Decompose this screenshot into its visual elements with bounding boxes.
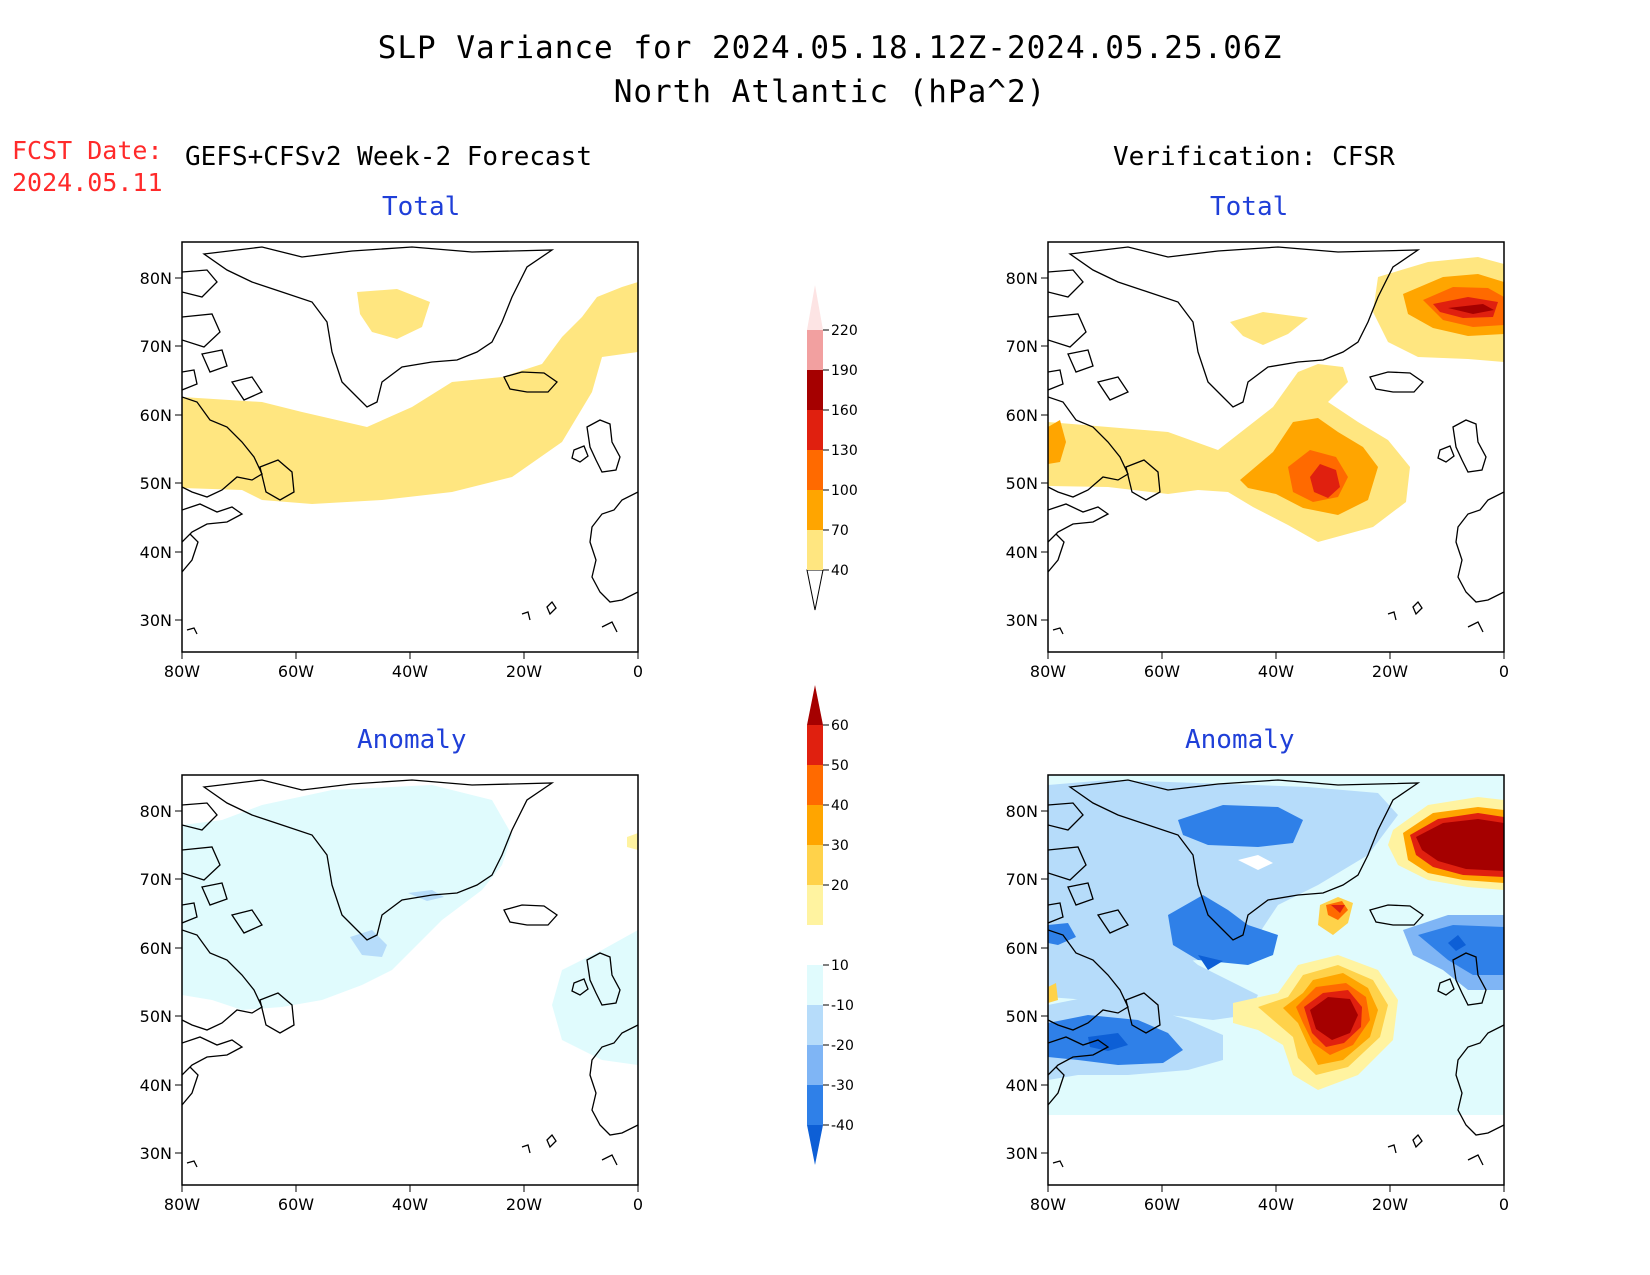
lon-tick-label: 0 (633, 1195, 643, 1214)
lon-tick-label: 40W (1258, 662, 1294, 681)
lat-tick-label: 40N (140, 1076, 172, 1095)
lat-tick-label: 40N (140, 543, 172, 562)
colorbar-total-low-cap (806, 569, 824, 611)
colorbar-anomaly-swatch (807, 845, 823, 885)
colorbar-total-swatch (807, 530, 823, 570)
forecast-column-title: GEFS+CFSv2 Week-2 Forecast (185, 142, 592, 172)
colorbar-anomaly-swatch (807, 805, 823, 845)
lon-tick-label: 80W (1030, 1195, 1066, 1214)
colorbar-anomaly-label: -40 (831, 1118, 854, 1134)
fcst-date-label: FCST Date: (12, 136, 163, 165)
colorbar-anomaly-label: 50 (831, 758, 849, 774)
lon-tick-label: 80W (164, 1195, 200, 1214)
lat-tick-label: 50N (140, 1007, 172, 1026)
colorbar-total-label: 40 (831, 563, 849, 579)
lon-tick-label: 60W (1144, 1195, 1180, 1214)
panel-title-verification-total: Total (1210, 192, 1289, 222)
panel-title-forecast-total: Total (382, 192, 461, 222)
forecast-total-map (182, 246, 638, 635)
lat-tick-label: 80N (140, 269, 172, 288)
lat-tick-label: 30N (140, 611, 172, 630)
lon-tick-label: 40W (1258, 1195, 1294, 1214)
verification-total-map (1048, 246, 1504, 635)
panel-title-forecast-anomaly: Anomaly (357, 725, 467, 755)
lat-tick-label: 70N (1006, 870, 1038, 889)
lon-tick-label: 40W (392, 1195, 428, 1214)
lon-tick-label: 0 (1499, 1195, 1509, 1214)
lon-tick-label: 80W (1030, 662, 1066, 681)
forecast-anomaly-map (182, 779, 638, 1168)
colorbar-total: 40 70 100 130 160 190 220 (806, 285, 858, 611)
colorbar-total-swatch (807, 490, 823, 530)
colorbar-anomaly-swatch (807, 885, 823, 925)
colorbar-anomaly-swatch (807, 725, 823, 765)
main-title-line2: North Atlantic (hPa^2) (613, 74, 1047, 110)
colorbar-anomaly-swatch (807, 765, 823, 805)
colorbar-total-label: 130 (831, 443, 858, 459)
lat-tick-label: 50N (1006, 1007, 1038, 1026)
lat-tick-label: 80N (1006, 269, 1038, 288)
lat-tick-label: 40N (1006, 543, 1038, 562)
colorbar-anomaly-swatch (807, 925, 823, 965)
lon-tick-label: 0 (1499, 662, 1509, 681)
lat-tick-label: 70N (1006, 337, 1038, 356)
lat-tick-label: 30N (1006, 611, 1038, 630)
colorbar-total-swatch (807, 330, 823, 370)
colorbar-anomaly-label: 60 (831, 718, 849, 734)
colorbar-anomaly-label: 30 (831, 838, 849, 854)
axes-layer: 80N 70N 60N 50N 40N 30N 80W 60W 40W 20W 0 80N 70N 60N… (140, 269, 1509, 1214)
fcst-date-value: 2024.05.11 (12, 168, 163, 197)
verification-anomaly-map (1048, 775, 1504, 1168)
colorbar-anomaly-swatch (807, 1005, 823, 1045)
lon-tick-label: 20W (1372, 1195, 1408, 1214)
colorbar-total-swatch (807, 450, 823, 490)
lat-tick-label: 40N (1006, 1076, 1038, 1095)
lat-tick-label: 30N (1006, 1144, 1038, 1163)
lat-tick-label: 70N (140, 870, 172, 889)
lon-tick-label: 60W (1144, 662, 1180, 681)
lat-tick-label: 30N (140, 1144, 172, 1163)
lon-tick-label: 80W (164, 662, 200, 681)
colorbar-total-label: 220 (831, 323, 858, 339)
colorbar-total-label: 190 (831, 363, 858, 379)
lat-tick-label: 70N (140, 337, 172, 356)
lon-tick-label: 0 (633, 662, 643, 681)
colorbar-anomaly-label: 20 (831, 878, 849, 894)
lat-tick-label: 50N (1006, 474, 1038, 493)
colorbar-anomaly-label: 40 (831, 798, 849, 814)
panel-title-verification-anomaly: Anomaly (1185, 725, 1295, 755)
lon-tick-label: 20W (506, 1195, 542, 1214)
lat-tick-label: 50N (140, 474, 172, 493)
colorbar-total-high-cap (807, 285, 823, 330)
lon-tick-label: 40W (392, 662, 428, 681)
colorbar-anomaly-swatch (807, 1085, 823, 1125)
colorbar-total-label: 100 (831, 483, 858, 499)
lat-tick-label: 60N (140, 939, 172, 958)
colorbar-total-label: 70 (831, 523, 849, 539)
colorbar-total-swatch (807, 370, 823, 410)
colorbar-total-label: 160 (831, 403, 858, 419)
lat-tick-label: 60N (1006, 406, 1038, 425)
colorbar-anomaly-high-cap (807, 685, 823, 725)
colorbar-anomaly-label: 10 (831, 958, 849, 974)
colorbar-anomaly-swatch (807, 1045, 823, 1085)
colorbar-anomaly-label: -30 (831, 1078, 854, 1094)
colorbar-anomaly-label: -20 (831, 1038, 854, 1054)
main-title-line1: SLP Variance for 2024.05.18.12Z-2024.05.… (377, 30, 1283, 66)
verification-column-title: Verification: CFSR (1113, 142, 1395, 172)
lon-tick-label: 60W (278, 662, 314, 681)
lon-tick-label: 60W (278, 1195, 314, 1214)
colorbar-anomaly-swatch (807, 965, 823, 1005)
colorbar-total-swatch (807, 410, 823, 450)
lon-tick-label: 20W (506, 662, 542, 681)
lat-tick-label: 80N (140, 802, 172, 821)
colorbar-anomaly-low-cap (807, 1125, 823, 1165)
colorbar-anomaly: -40 -30 -20 -10 10 20 30 40 50 60 (807, 685, 854, 1165)
lat-tick-label: 80N (1006, 802, 1038, 821)
lat-tick-label: 60N (1006, 939, 1038, 958)
lat-tick-label: 60N (140, 406, 172, 425)
lon-tick-label: 20W (1372, 662, 1408, 681)
colorbar-anomaly-label: -10 (831, 998, 854, 1014)
